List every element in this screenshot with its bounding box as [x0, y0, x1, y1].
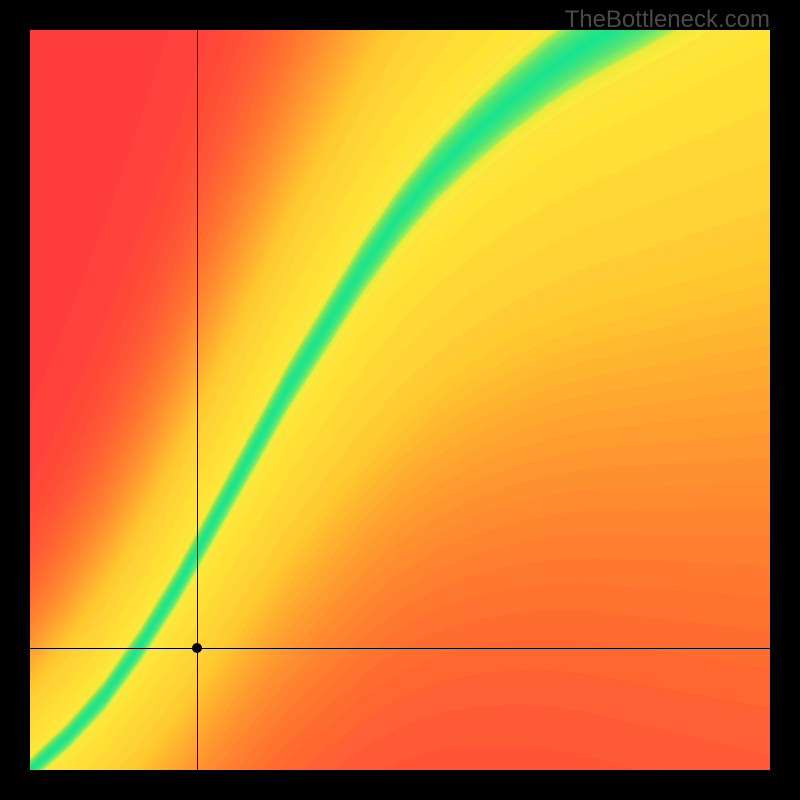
heatmap-canvas: [30, 30, 770, 770]
crosshair-vertical: [197, 30, 198, 770]
heatmap-plot: [30, 30, 770, 770]
crosshair-horizontal: [30, 648, 770, 649]
watermark-text: TheBottleneck.com: [565, 6, 770, 34]
data-point-marker: [192, 643, 202, 653]
